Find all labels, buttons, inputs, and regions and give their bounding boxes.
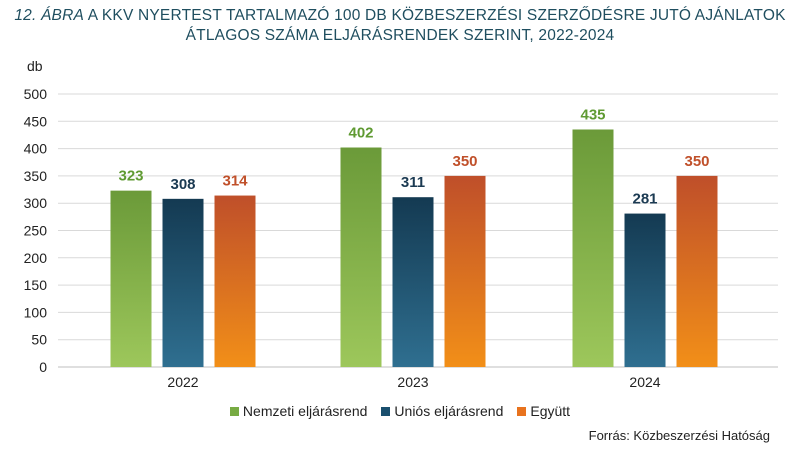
legend-item-unios: Uniós eljárásrend [381, 403, 503, 419]
y-tick-label: 100 [24, 304, 48, 320]
y-tick-label: 450 [24, 113, 48, 129]
bar-2023-0 [340, 147, 382, 367]
bar-2024-0 [572, 129, 614, 367]
y-tick-label: 250 [24, 223, 48, 239]
legend-label-nemzeti: Nemzeti eljárásrend [242, 403, 368, 419]
data-label: 323 [118, 168, 143, 185]
y-tick-label: 500 [24, 86, 48, 102]
chart-title: 12. ÁBRA A KKV NYERTEST TARTALMAZÓ 100 D… [0, 6, 800, 46]
data-label: 350 [452, 153, 477, 170]
data-labels: 323 308 314 402 311 350 435 281 350 [118, 106, 709, 207]
y-tick-label: 300 [24, 195, 48, 211]
bar-2022-0 [110, 190, 152, 367]
x-tick-label: 2022 [167, 374, 198, 390]
y-tick-label: 50 [31, 332, 47, 348]
title-line-2: ÁTLAGOS SZÁMA ELJÁRÁSRENDEK SZERINT, 202… [185, 27, 615, 44]
x-tick-label: 2024 [629, 374, 660, 390]
bar-2022-2 [214, 195, 256, 367]
legend-item-egyutt: Együtt [517, 403, 570, 419]
legend-label-unios: Uniós eljárásrend [394, 403, 504, 419]
y-tick-label: 350 [24, 168, 48, 184]
legend-swatch-nemzeti [229, 406, 239, 416]
bar-2023-2 [444, 175, 486, 367]
y-tick-label: 0 [39, 359, 47, 375]
bar-2023-1 [392, 197, 434, 367]
legend-swatch-egyutt [517, 406, 527, 416]
y-tick-label: 400 [24, 141, 48, 157]
data-label: 308 [170, 176, 195, 193]
bar-2024-1 [624, 213, 666, 367]
y-tick-label: 200 [24, 250, 48, 266]
data-label: 350 [684, 153, 709, 170]
source-note: Forrás: Közbeszerzési Hatóság [588, 428, 770, 443]
y-axis-unit: db [27, 58, 43, 74]
legend-item-nemzeti: Nemzeti eljárásrend [229, 403, 368, 419]
x-axis-ticks: 2022 2023 2024 [167, 374, 660, 390]
bar-2024-2 [676, 175, 718, 367]
y-tick-label: 150 [24, 277, 48, 293]
legend-label-egyutt: Együtt [530, 403, 571, 419]
x-tick-label: 2023 [397, 374, 428, 390]
data-label: 314 [222, 173, 248, 190]
bar-2022-1 [162, 198, 204, 367]
title-line-1: 12. ÁBRA A KKV NYERTEST TARTALMAZÓ 100 D… [0, 6, 800, 26]
data-label: 311 [401, 174, 425, 191]
data-label: 435 [580, 106, 605, 123]
figure-label: 12. ÁBRA [14, 7, 85, 24]
data-label: 402 [348, 125, 373, 142]
data-label: 281 [632, 191, 657, 208]
title-text-1: A KKV NYERTEST TARTALMAZÓ 100 DB KÖZBESZ… [87, 7, 786, 24]
bars [110, 129, 718, 367]
legend-swatch-unios [381, 406, 391, 416]
y-axis-ticks: 0 50 100 150 200 250 300 350 400 450 500 [24, 86, 48, 375]
legend: Nemzeti eljárásrend Uniós eljárásrend Eg… [0, 403, 800, 419]
